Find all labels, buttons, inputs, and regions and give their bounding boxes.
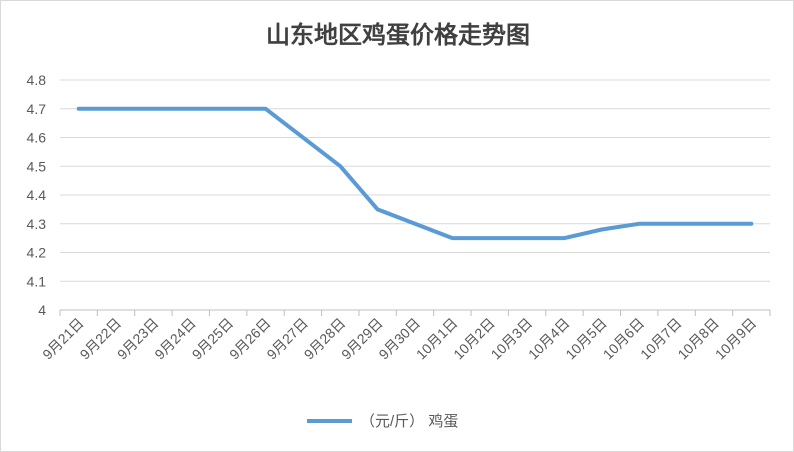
y-tick-label: 4.5 (27, 158, 47, 174)
y-tick-label: 4 (38, 302, 46, 318)
y-tick-label: 4.6 (27, 130, 47, 146)
y-tick-label: 4.3 (27, 216, 47, 232)
y-tick-label: 4.7 (27, 101, 47, 117)
series-line (76, 106, 754, 241)
y-tick-label: 4.4 (27, 187, 47, 203)
chart-title: 山东地区鸡蛋价格走势图 (266, 20, 530, 49)
x-tick-label: 10月9日 (712, 315, 760, 363)
legend-label: （元/斤） 鸡蛋 (360, 413, 458, 430)
y-tick-label: 4.1 (27, 273, 47, 289)
y-tick-label: 4.8 (27, 72, 47, 88)
y-tick-label: 4.2 (27, 245, 47, 261)
